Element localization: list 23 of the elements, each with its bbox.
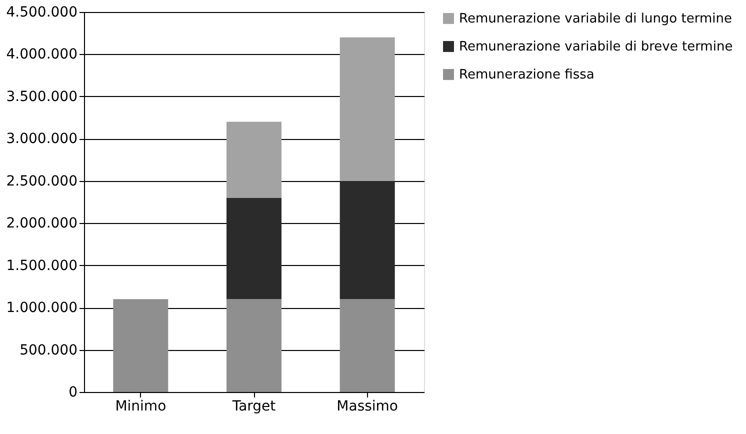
y-tick-label: 4.500.000	[6, 4, 78, 20]
y-tick-label: 3.500.000	[6, 88, 78, 105]
legend-label: Remunerazione variabile di lungo termine	[459, 12, 732, 26]
y-tick-label: 4.000.000	[6, 46, 78, 63]
y-tick-label: 500.000	[20, 342, 78, 358]
y-tick-label: 0	[68, 384, 78, 400]
y-tick-label: 3.000.000	[6, 131, 78, 148]
y-tick-label: 1.000.000	[6, 300, 78, 316]
bar	[226, 198, 282, 300]
x-tick-label: Target	[231, 398, 276, 414]
bar	[340, 37, 395, 181]
y-tick-label: 1.500.000	[6, 258, 78, 274]
legend-label: Remunerazione fissa	[459, 68, 594, 82]
x-tick-label: Minimo	[115, 398, 166, 414]
legend-label: Remunerazione variabile di breve termine	[459, 40, 733, 54]
y-tick-label: 2.000.000	[6, 216, 78, 232]
bar	[226, 122, 282, 198]
bar	[113, 299, 168, 392]
bar	[340, 180, 395, 300]
x-tick-label: Massimo	[336, 398, 398, 414]
y-tick-label: 2.500.000	[6, 173, 78, 190]
bar	[340, 299, 395, 392]
bar	[226, 299, 282, 392]
